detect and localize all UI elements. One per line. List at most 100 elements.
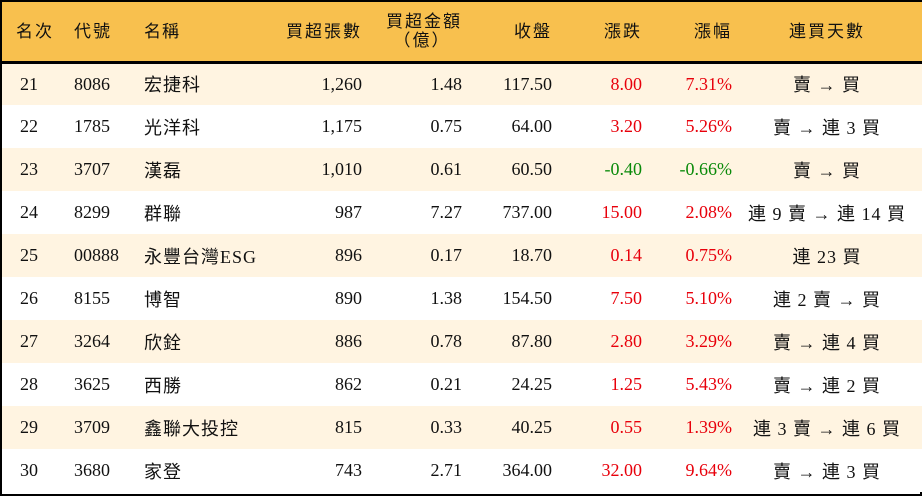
cell-change-pct: 7.31% xyxy=(685,73,733,94)
cell-net-buy-lots: 1,010 xyxy=(321,159,363,179)
cell-buy-streak: 賣 → 連 4 買 xyxy=(773,332,881,353)
header-net-buy-amount-unit: （億） xyxy=(393,31,451,51)
cell-code: 3625 xyxy=(74,374,110,394)
cell-rank: 29 xyxy=(20,417,38,437)
cell-change-pct: 3.29% xyxy=(685,331,733,351)
table-row: 27 3264 欣銓 886 0.78 87.80 2.80 3.29% 賣 →… xyxy=(2,320,922,363)
cell-net-buy-lots: 743 xyxy=(335,460,362,480)
cell-net-buy-amount: 2.71 xyxy=(430,460,463,480)
cell-rank: 21 xyxy=(20,73,38,94)
cell-net-buy-amount: 0.78 xyxy=(430,331,463,351)
cell-change-pct: -0.66% xyxy=(679,159,733,179)
cell-close: 24.25 xyxy=(511,374,553,394)
cell-code: 8299 xyxy=(74,202,110,222)
cell-rank: 22 xyxy=(20,116,38,136)
cell-close: 64.00 xyxy=(511,116,553,136)
cell-name: 西勝 xyxy=(144,375,182,396)
cell-change: 7.50 xyxy=(610,288,643,308)
cell-close: 117.50 xyxy=(503,73,552,94)
cell-close: 364.00 xyxy=(502,460,553,480)
cell-buy-streak: 賣 → 買 xyxy=(793,75,861,96)
table-row: 28 3625 西勝 862 0.21 24.25 1.25 5.43% 賣 →… xyxy=(2,363,922,406)
cell-code: 3264 xyxy=(74,331,110,351)
cell-change: 1.25 xyxy=(610,374,643,394)
cell-close: 737.00 xyxy=(502,202,553,222)
table-row: 26 8155 博智 890 1.38 154.50 7.50 5.10% 連 … xyxy=(2,277,922,320)
cell-name: 欣銓 xyxy=(144,332,182,353)
cell-buy-streak: 連 23 買 xyxy=(792,246,862,267)
cell-net-buy-amount: 0.75 xyxy=(430,116,463,136)
cell-net-buy-lots: 815 xyxy=(335,417,362,437)
cell-change: 0.14 xyxy=(610,245,643,265)
cell-change: 8.00 xyxy=(610,73,643,94)
cell-net-buy-lots: 1,175 xyxy=(321,116,363,136)
table-row: 30 3680 家登 743 2.71 364.00 32.00 9.64% 賣… xyxy=(2,449,922,492)
cell-net-buy-lots: 890 xyxy=(335,288,362,308)
table-row: 24 8299 群聯 987 7.27 737.00 15.00 2.08% 連… xyxy=(2,191,922,234)
cell-net-buy-amount: 1.48 xyxy=(430,73,463,94)
cell-name: 群聯 xyxy=(144,203,182,224)
cell-rank: 25 xyxy=(20,245,38,265)
cell-code: 3709 xyxy=(74,417,110,437)
cell-name: 漢磊 xyxy=(144,160,182,181)
cell-code: 00888 xyxy=(74,245,119,265)
header-close: 收盤 xyxy=(462,2,552,64)
cell-name: 宏捷科 xyxy=(144,75,201,96)
table-row: 23 3707 漢磊 1,010 0.61 60.50 -0.40 -0.66%… xyxy=(2,148,922,191)
cell-net-buy-amount: 0.21 xyxy=(430,374,463,394)
cell-rank: 24 xyxy=(20,202,38,222)
cell-net-buy-amount: 0.61 xyxy=(430,159,463,179)
header-change-pct: 漲幅 xyxy=(642,2,732,64)
cell-name: 博智 xyxy=(144,289,182,310)
cell-name: 永豐台灣ESG xyxy=(144,246,258,267)
cell-buy-streak: 連 2 賣 → 買 xyxy=(773,289,881,310)
cell-code: 3707 xyxy=(74,159,110,179)
cell-change: 15.00 xyxy=(601,202,643,222)
cell-buy-streak: 賣 → 連 3 買 xyxy=(773,461,881,482)
cell-rank: 27 xyxy=(20,331,38,351)
cell-change-pct: 5.26% xyxy=(685,116,733,136)
cell-buy-streak: 連 9 賣 → 連 14 買 xyxy=(748,203,906,224)
cell-code: 3680 xyxy=(74,460,110,480)
header-net-buy-amount-label: 買超金額 xyxy=(386,12,462,32)
cell-change-pct: 1.39% xyxy=(685,417,733,437)
cell-rank: 26 xyxy=(20,288,38,308)
cell-name: 鑫聯大投控 xyxy=(144,418,239,439)
cell-change-pct: 0.75% xyxy=(685,245,733,265)
cell-net-buy-amount: 7.27 xyxy=(430,202,463,222)
cell-close: 18.70 xyxy=(511,245,553,265)
header-code: 代號 xyxy=(74,2,144,64)
cell-change: 2.80 xyxy=(610,331,643,351)
cell-change-pct: 2.08% xyxy=(685,202,733,222)
cell-change: 32.00 xyxy=(601,460,643,480)
cell-change-pct: 9.64% xyxy=(685,460,733,480)
cell-buy-streak: 賣 → 連 3 買 xyxy=(773,117,881,138)
cell-buy-streak: 賣 → 連 2 買 xyxy=(773,375,881,396)
table-header-row: 名次 代號 名稱 買超張數 買超金額 （億） 收盤 漲跌 漲幅 連買天數 xyxy=(2,2,922,64)
cell-close: 40.25 xyxy=(511,417,553,437)
cell-change-pct: 5.10% xyxy=(685,288,733,308)
cell-name: 光洋科 xyxy=(144,117,201,138)
header-net-buy-lots: 買超張數 xyxy=(274,2,362,64)
cell-buy-streak: 賣 → 買 xyxy=(793,160,861,181)
cell-change: 3.20 xyxy=(610,116,643,136)
cell-net-buy-lots: 896 xyxy=(335,245,362,265)
cell-buy-streak: 連 3 賣 → 連 6 買 xyxy=(753,418,901,439)
cell-close: 60.50 xyxy=(511,159,553,179)
cell-change: -0.40 xyxy=(604,159,643,179)
header-change: 漲跌 xyxy=(552,2,642,64)
cell-name: 家登 xyxy=(144,461,182,482)
cell-change-pct: 5.43% xyxy=(685,374,733,394)
cell-code: 8086 xyxy=(74,73,110,94)
table-row: 21 8086 宏捷科 1,260 1.48 117.50 8.00 7.31%… xyxy=(2,62,922,105)
table-row: 22 1785 光洋科 1,175 0.75 64.00 3.20 5.26% … xyxy=(2,105,922,148)
cell-code: 8155 xyxy=(74,288,110,308)
cell-net-buy-lots: 886 xyxy=(335,331,362,351)
header-net-buy-amount: 買超金額 （億） xyxy=(362,2,462,64)
cell-rank: 23 xyxy=(20,159,38,179)
header-buy-streak: 連買天數 xyxy=(732,2,922,64)
cell-close: 87.80 xyxy=(511,331,553,351)
cell-code: 1785 xyxy=(74,116,110,136)
